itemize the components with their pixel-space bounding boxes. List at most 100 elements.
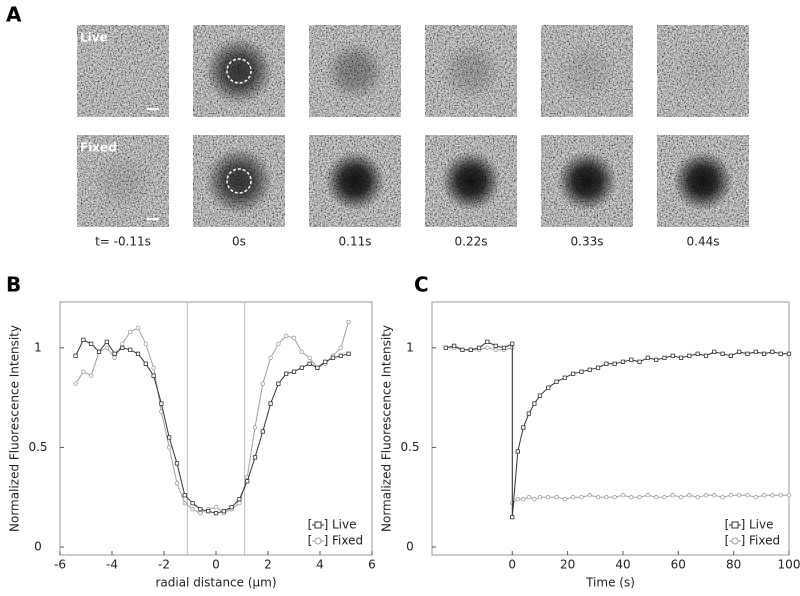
data-point — [579, 495, 584, 500]
y-tick-label: 0 — [34, 540, 42, 554]
row-label: Fixed — [80, 141, 117, 155]
data-point — [167, 435, 172, 440]
roi-circle — [226, 58, 252, 84]
data-point — [612, 495, 617, 500]
data-point — [645, 493, 651, 498]
data-point — [485, 339, 490, 344]
data-point — [645, 355, 650, 360]
series-line — [445, 341, 789, 518]
data-point — [712, 493, 717, 498]
data-point — [703, 353, 709, 358]
data-point — [786, 351, 792, 356]
legend-bracket: ] — [741, 534, 746, 548]
data-point — [291, 369, 297, 374]
data-point — [159, 401, 164, 406]
legend-bracket: ] — [741, 518, 746, 532]
micrograph — [77, 25, 169, 117]
y-tick-label: 1 — [406, 340, 414, 354]
data-point — [252, 455, 258, 460]
data-point — [571, 371, 576, 376]
data-point — [761, 351, 767, 356]
bleach-spot — [673, 41, 733, 101]
time-label: 0.11s — [339, 235, 372, 249]
data-point — [81, 337, 86, 342]
data-point — [629, 495, 634, 500]
x-tick-label: -4 — [106, 558, 118, 572]
legend-label: Fixed — [332, 534, 363, 548]
data-point — [620, 359, 626, 364]
row-label: Live — [80, 31, 108, 45]
data-point — [213, 504, 219, 510]
data-point — [299, 349, 304, 355]
data-point — [284, 371, 289, 376]
data-point — [182, 493, 187, 498]
data-point — [104, 339, 109, 344]
data-point — [510, 341, 515, 346]
data-point — [120, 345, 125, 350]
data-point — [526, 411, 531, 416]
panel-label: C — [414, 273, 429, 297]
data-point — [537, 393, 543, 398]
data-point — [629, 357, 634, 362]
data-point — [198, 507, 203, 512]
data-point — [728, 493, 734, 498]
time-label: 0.44s — [687, 235, 720, 249]
data-point — [452, 343, 457, 348]
data-point — [737, 349, 742, 354]
data-point — [81, 369, 86, 374]
data-point — [112, 351, 117, 356]
legend-bracket: [ — [308, 534, 313, 548]
bleach-spot — [557, 41, 617, 101]
data-point — [198, 510, 203, 516]
x-tick-label: 0 — [212, 558, 220, 572]
time-label: 0.22s — [455, 235, 488, 249]
data-point — [485, 345, 490, 351]
data-point — [515, 449, 520, 454]
data-point — [112, 355, 117, 360]
plot-frame — [431, 301, 790, 556]
data-point — [443, 345, 448, 350]
data-point — [245, 479, 250, 484]
legend-label: Live — [332, 518, 357, 532]
data-point — [468, 347, 473, 352]
data-point — [135, 325, 141, 331]
legend-bracket: [ — [725, 534, 730, 548]
data-point — [135, 351, 141, 356]
data-point — [546, 495, 551, 500]
data-point — [221, 509, 226, 514]
data-point — [770, 493, 775, 498]
bleach-spot — [441, 41, 501, 101]
bleach-spot — [205, 37, 273, 105]
data-point — [662, 355, 667, 360]
data-point — [460, 347, 465, 352]
data-point — [315, 365, 320, 370]
data-point — [703, 493, 709, 498]
data-point — [662, 495, 667, 500]
data-point — [166, 445, 172, 450]
data-point — [720, 351, 725, 356]
data-point — [595, 495, 601, 500]
data-point — [252, 425, 258, 430]
data-point — [151, 365, 156, 370]
bleach-spot — [325, 151, 385, 211]
data-point — [604, 361, 609, 366]
data-point — [276, 381, 281, 386]
legend-marker — [731, 537, 739, 545]
data-point — [493, 343, 498, 348]
legend-marker — [314, 537, 322, 545]
data-point — [291, 335, 297, 341]
series-line — [75, 321, 350, 514]
data-point — [637, 359, 642, 364]
x-axis-label: Time (s) — [585, 576, 635, 590]
data-point — [745, 351, 750, 356]
data-point — [526, 495, 532, 500]
data-point — [546, 385, 551, 390]
data-point — [521, 497, 526, 502]
data-point — [330, 355, 336, 360]
series-line — [75, 339, 349, 514]
data-point — [229, 505, 234, 510]
data-point — [753, 495, 758, 500]
data-point — [237, 497, 242, 502]
data-point — [604, 495, 609, 500]
